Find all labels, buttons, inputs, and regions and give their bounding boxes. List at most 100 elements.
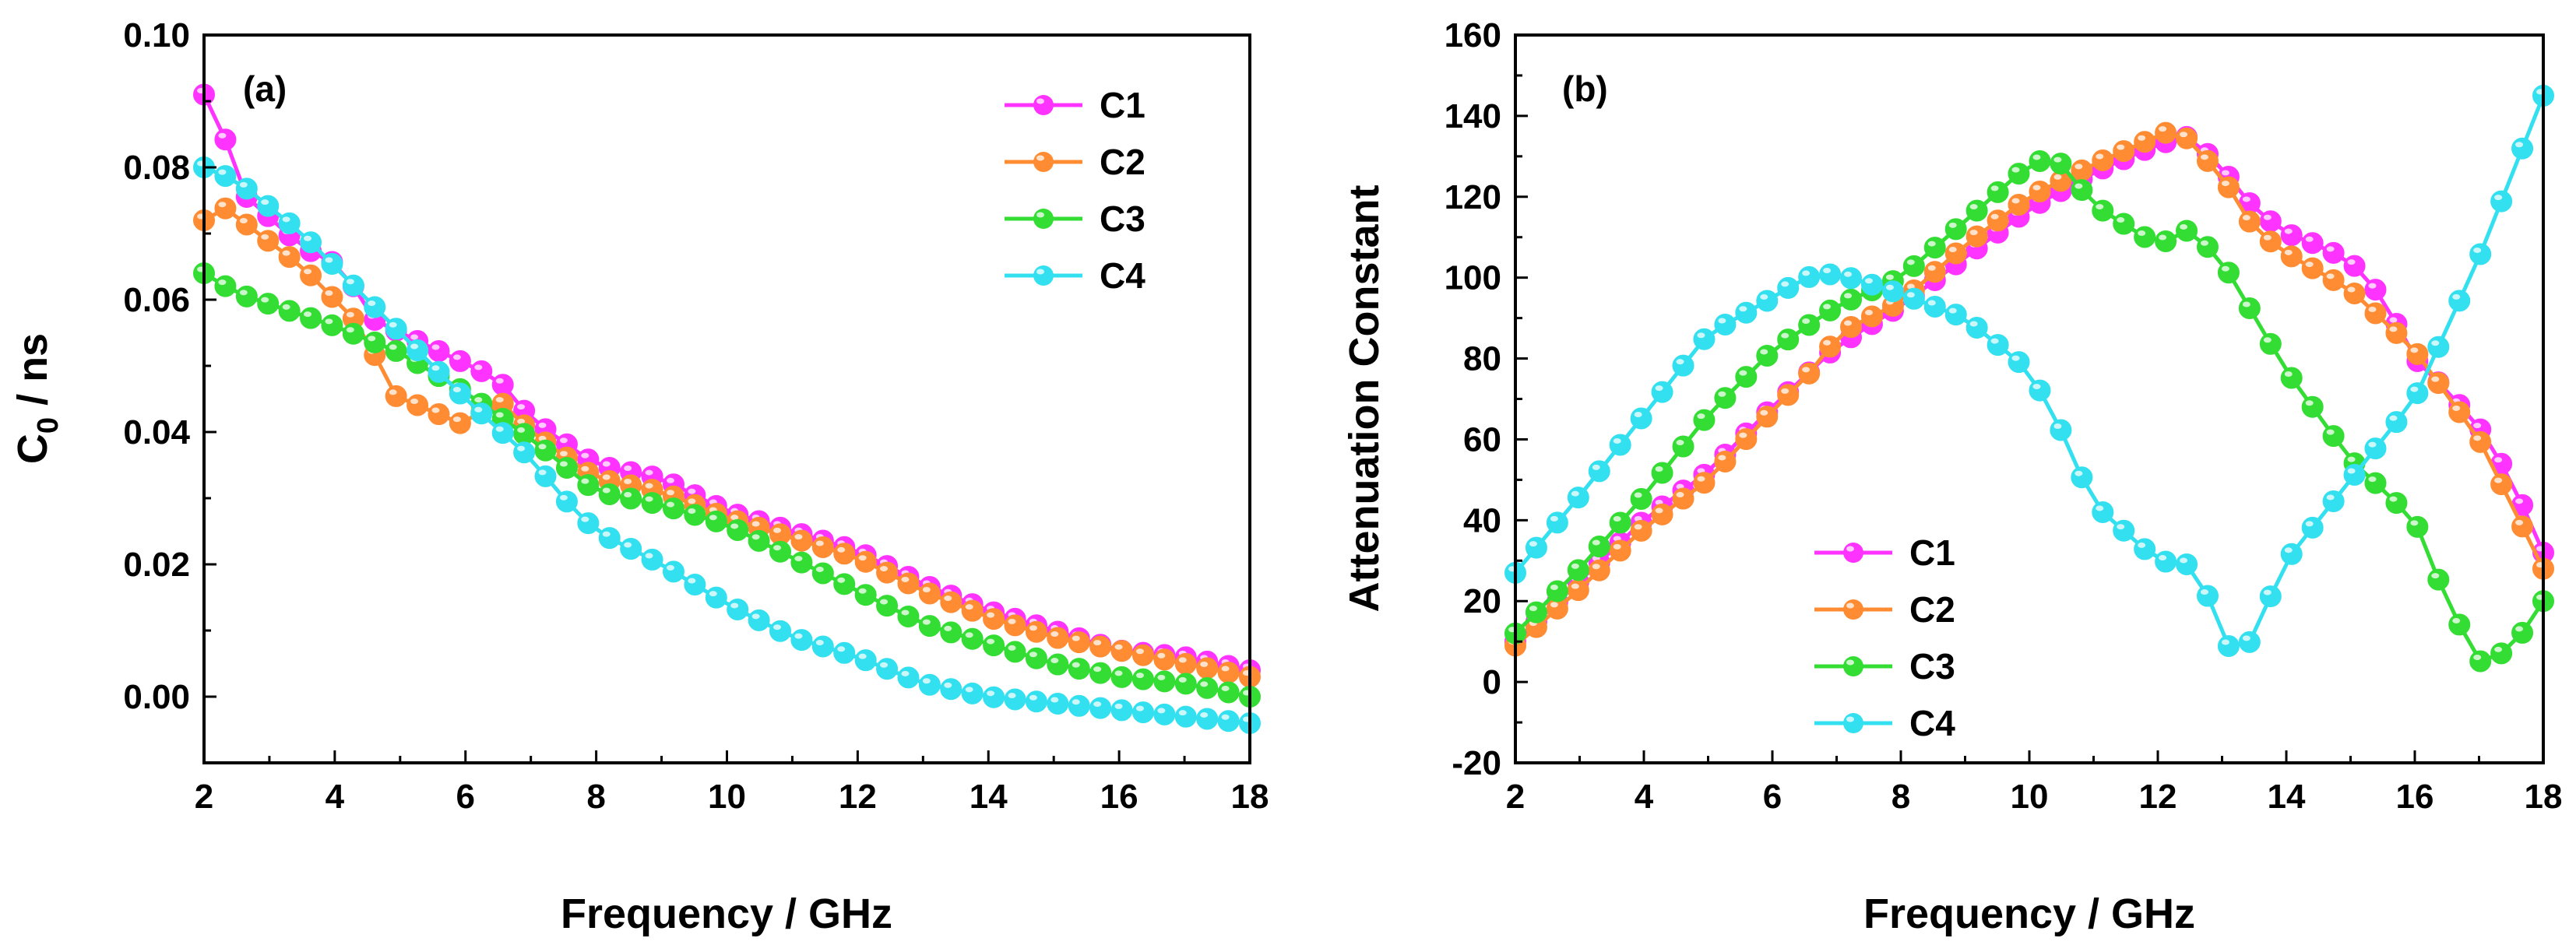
marker-highlight xyxy=(2452,405,2461,411)
marker-highlight xyxy=(2515,519,2524,525)
data-point-a-C1-13 xyxy=(470,360,493,382)
marker-highlight xyxy=(2452,293,2461,300)
marker-highlight xyxy=(2494,195,2503,201)
data-point-a-C3-1 xyxy=(214,275,237,297)
marker-highlight xyxy=(2515,142,2524,148)
marker-highlight xyxy=(965,632,973,638)
data-point-b-C4-23 xyxy=(1987,334,2009,357)
data-point-b-C2-43 xyxy=(2406,343,2429,365)
x-tick-label-a-4: 10 xyxy=(708,778,746,816)
data-point-a-C4-42 xyxy=(1089,697,1112,719)
marker-highlight xyxy=(581,478,589,484)
data-point-b-C2-40 xyxy=(2343,283,2366,305)
data-point-b-C3-38 xyxy=(2301,395,2324,418)
data-point-b-C3-39 xyxy=(2322,425,2345,448)
data-point-a-C3-34 xyxy=(918,615,941,638)
legend-entry-b-C1: C1 xyxy=(1814,532,1955,573)
marker-highlight xyxy=(1157,708,1166,714)
data-point-a-C3-44 xyxy=(1131,668,1154,690)
data-point-b-C3-44 xyxy=(2427,568,2450,591)
marker-highlight xyxy=(1550,602,1558,608)
legend-label-b-C2: C2 xyxy=(1909,589,1955,630)
y-tick-label-b-7: 120 xyxy=(1445,178,1501,216)
marker-highlight xyxy=(495,426,504,432)
marker-highlight xyxy=(2032,154,2041,160)
marker-highlight xyxy=(602,474,611,480)
marker-highlight xyxy=(1718,455,1726,461)
data-point-b-C4-29 xyxy=(2113,519,2135,542)
legend-a: C1 C2 C3 C4 xyxy=(1005,85,1145,296)
data-point-b-C4-34 xyxy=(2217,634,2240,657)
marker-highlight xyxy=(2494,457,2503,463)
marker-highlight xyxy=(239,290,248,296)
marker-highlight xyxy=(1927,265,1936,271)
marker-highlight xyxy=(1969,204,1978,210)
marker-highlight xyxy=(2284,371,2293,377)
marker-highlight xyxy=(559,461,568,467)
legend-marker xyxy=(1843,543,1863,563)
data-point-b-C4-45 xyxy=(2448,290,2471,312)
marker-highlight xyxy=(2284,547,2293,553)
marker-highlight xyxy=(1571,563,1579,569)
data-point-a-C3-15 xyxy=(513,423,536,445)
data-point-a-C2-32 xyxy=(876,561,899,584)
marker-highlight xyxy=(389,389,397,395)
series-b-C4 xyxy=(1504,84,2554,657)
marker-highlight xyxy=(1718,391,1726,397)
x-tick-label-a-6: 14 xyxy=(970,778,1008,816)
data-point-a-C3-8 xyxy=(364,331,386,353)
y-tick-label-b-1: 0 xyxy=(1483,663,1501,701)
y-tick-label-a-5: 0.10 xyxy=(123,16,190,54)
data-point-b-C4-25 xyxy=(2029,379,2051,402)
data-point-b-C4-6 xyxy=(1630,407,1652,430)
marker-highlight xyxy=(2032,384,2041,390)
data-point-a-C4-33 xyxy=(897,666,920,689)
marker-highlight xyxy=(2473,423,2482,429)
x-tick-label-b-0: 2 xyxy=(1506,778,1525,816)
data-point-b-C3-10 xyxy=(1714,387,1737,409)
marker-highlight xyxy=(2096,153,2104,160)
marker-highlight xyxy=(2096,204,2104,210)
marker-highlight xyxy=(1864,309,1873,315)
marker-highlight xyxy=(1571,490,1579,497)
y-axis-title-a: C0 / ns xyxy=(9,333,65,464)
marker-highlight xyxy=(1221,685,1230,691)
marker-highlight xyxy=(2117,217,2125,223)
marker-highlight xyxy=(645,496,653,502)
marker-highlight xyxy=(602,461,611,467)
data-point-b-C4-44 xyxy=(2427,335,2450,358)
data-point-b-C4-37 xyxy=(2280,543,2303,565)
marker-highlight xyxy=(751,534,760,540)
marker-highlight xyxy=(1072,635,1080,641)
marker-highlight xyxy=(282,216,290,223)
data-point-b-C3-48 xyxy=(2511,621,2534,644)
data-point-a-C4-39 xyxy=(1025,690,1047,713)
marker-highlight xyxy=(1135,673,1144,679)
marker-highlight xyxy=(581,516,589,522)
marker-highlight xyxy=(2326,429,2335,435)
data-point-b-C2-22 xyxy=(1965,225,1988,248)
data-point-b-C3-19 xyxy=(1902,255,1925,277)
data-point-a-C3-40 xyxy=(1047,653,1069,676)
marker-highlight xyxy=(1718,318,1726,324)
marker-highlight xyxy=(2347,286,2356,293)
data-point-b-C3-25 xyxy=(2029,149,2051,172)
marker-highlight xyxy=(2242,196,2250,202)
marker-highlight xyxy=(1655,508,1663,514)
data-point-a-C3-20 xyxy=(620,487,642,510)
data-point-a-C3-33 xyxy=(897,605,920,627)
marker-highlight xyxy=(645,553,653,559)
data-point-a-C3-41 xyxy=(1068,658,1090,680)
marker-highlight xyxy=(218,279,227,286)
data-point-b-C3-47 xyxy=(2490,642,2513,665)
marker-highlight xyxy=(559,494,568,501)
marker-highlight xyxy=(410,334,419,340)
marker-highlight xyxy=(1613,437,1621,444)
data-point-b-C3-8 xyxy=(1672,435,1694,458)
data-point-b-C4-30 xyxy=(2134,538,2156,560)
data-point-b-C4-42 xyxy=(2385,411,2408,434)
marker-highlight xyxy=(517,418,526,424)
marker-highlight xyxy=(1781,332,1789,339)
data-point-b-C2-44 xyxy=(2427,372,2450,395)
data-point-b-C4-22 xyxy=(1965,317,1988,339)
